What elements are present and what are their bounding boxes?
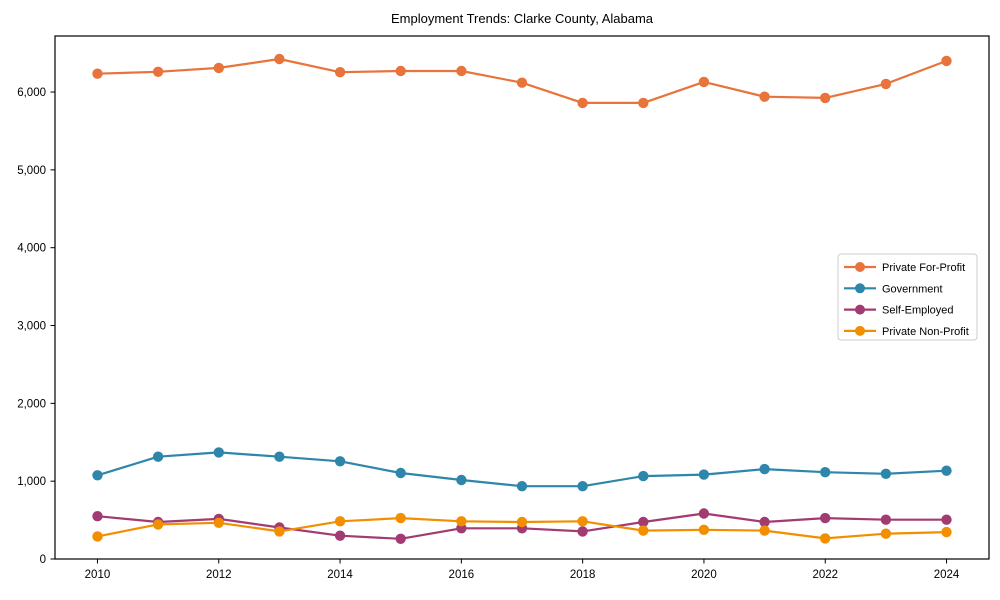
- data-point-marker: [92, 68, 103, 79]
- legend-item: Private For-Profit: [844, 262, 965, 274]
- data-point-marker: [698, 469, 710, 480]
- data-point-marker: [880, 468, 892, 479]
- legend-item: Private Non-Profit: [844, 325, 969, 338]
- data-point-marker: [880, 514, 892, 525]
- x-tick-label: 2024: [934, 569, 960, 581]
- data-point-marker: [880, 78, 892, 90]
- legend-box: [837, 253, 978, 341]
- y-tick-label: 4,000: [17, 243, 46, 255]
- data-point-marker: [274, 451, 285, 462]
- data-series-layer: [92, 53, 952, 544]
- data-point-marker: [395, 467, 406, 479]
- data-point-marker: [638, 470, 649, 482]
- data-point-marker: [698, 508, 710, 519]
- data-point-marker: [456, 474, 467, 486]
- x-tick-label: 2020: [691, 569, 717, 581]
- data-point-marker: [759, 463, 770, 475]
- legend-swatch-marker: [855, 283, 865, 294]
- axis-ticks: 2010 2012 2014 2016 2018 2020 2022 2024 0 1,000 2,…: [17, 87, 960, 581]
- series-private-non-profit: [92, 512, 952, 544]
- data-point-marker: [880, 528, 892, 539]
- data-point-marker: [274, 53, 285, 65]
- data-point-marker: [213, 62, 224, 74]
- y-tick-label: 5,000: [17, 165, 46, 177]
- legend-swatch-marker: [855, 262, 865, 272]
- data-point-marker: [456, 516, 467, 527]
- x-tick-label: 2014: [327, 569, 353, 581]
- data-point-marker: [274, 526, 285, 537]
- data-point-marker: [577, 481, 588, 492]
- data-point-marker: [577, 516, 588, 527]
- y-tick-label: 0: [40, 554, 46, 566]
- x-tick-label: 2018: [570, 569, 596, 581]
- data-point-marker: [334, 67, 346, 78]
- data-point-marker: [92, 511, 103, 522]
- data-point-marker: [456, 65, 467, 77]
- y-tick-label: 3,000: [17, 321, 46, 333]
- y-tick-label: 1,000: [17, 476, 46, 488]
- legend-label: Government: [882, 283, 943, 295]
- data-point-marker: [334, 516, 346, 527]
- data-point-marker: [577, 526, 588, 537]
- data-point-marker: [820, 512, 831, 524]
- y-tick-label: 2,000: [17, 398, 46, 410]
- x-tick-label: 2012: [206, 569, 232, 581]
- data-point-marker: [152, 451, 164, 462]
- data-point-marker: [638, 97, 649, 109]
- x-tick-label: 2010: [85, 569, 111, 581]
- data-point-marker: [516, 481, 528, 492]
- data-point-marker: [941, 514, 952, 525]
- data-point-marker: [516, 516, 528, 528]
- series-government: [92, 447, 952, 492]
- data-point-marker: [395, 533, 406, 544]
- data-point-marker: [759, 91, 770, 102]
- data-point-marker: [334, 456, 346, 467]
- y-tick-label: 6,000: [17, 87, 46, 99]
- data-point-marker: [941, 465, 952, 476]
- data-point-marker: [152, 519, 164, 530]
- data-point-marker: [759, 525, 770, 536]
- x-tick-label: 2016: [449, 569, 475, 581]
- data-point-marker: [516, 77, 528, 88]
- data-point-marker: [820, 92, 831, 104]
- data-point-marker: [577, 97, 588, 109]
- legend-item: Government: [844, 283, 943, 295]
- chart-title: Employment Trends: Clarke County, Alabam…: [391, 11, 654, 26]
- data-point-marker: [152, 66, 164, 78]
- data-point-marker: [941, 526, 952, 538]
- data-point-marker: [698, 76, 710, 88]
- data-point-marker: [820, 533, 831, 544]
- legend-item: Self-Employed: [844, 304, 954, 317]
- data-point-marker: [759, 516, 770, 528]
- data-point-marker: [698, 524, 710, 535]
- data-point-marker: [638, 525, 649, 536]
- legend-label: Private Non-Profit: [882, 326, 969, 338]
- series-private-for-profit: [92, 53, 952, 109]
- data-point-marker: [395, 65, 406, 77]
- data-point-marker: [92, 470, 103, 481]
- data-point-marker: [213, 517, 224, 528]
- data-point-marker: [941, 55, 952, 67]
- legend-swatch-marker: [855, 304, 865, 315]
- data-point-marker: [820, 467, 831, 478]
- legend-swatch-marker: [855, 325, 865, 336]
- legend-label: Private For-Profit: [882, 262, 965, 274]
- legend: Private For-Profit Government Self-Employe…: [837, 253, 978, 341]
- data-point-marker: [213, 447, 224, 458]
- data-point-marker: [92, 531, 103, 542]
- data-point-marker: [395, 512, 406, 524]
- x-tick-label: 2022: [812, 569, 838, 581]
- legend-label: Self-Employed: [882, 305, 954, 317]
- data-point-marker: [334, 530, 346, 541]
- data-point-marker: [638, 516, 649, 528]
- series-self-employed: [92, 508, 952, 544]
